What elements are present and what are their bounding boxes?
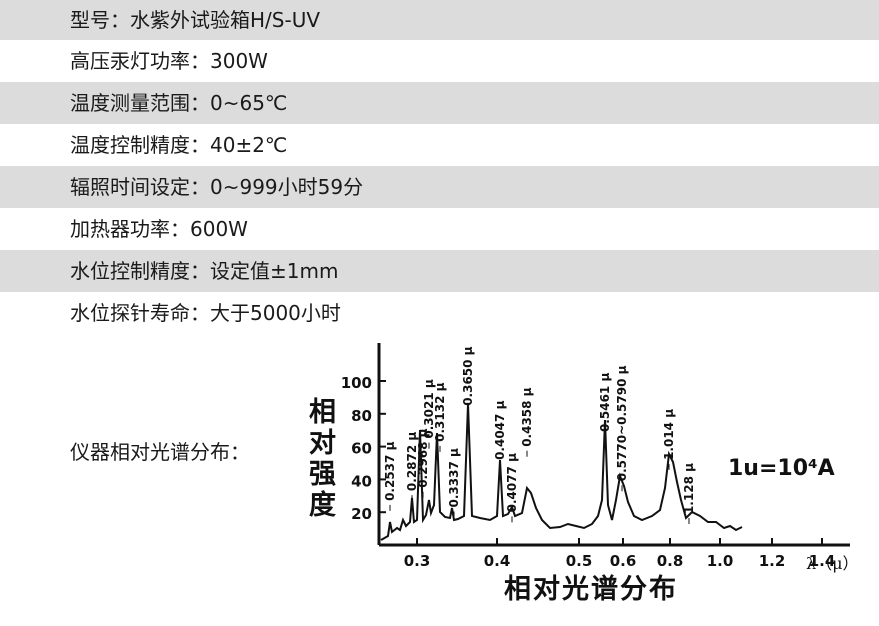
peak-label: 0.5770~0.5790 μ <box>615 365 629 481</box>
x-tick-label: 0.8 <box>657 552 684 570</box>
spec-row-temp-range: 温度测量范围：0~65℃ <box>0 82 879 124</box>
y-axis-title-char: 相 <box>309 397 336 428</box>
x-tick-label: 1.4 <box>809 552 836 570</box>
chart-title: 相对光谱分布 <box>504 573 678 605</box>
x-tick-label: 1.0 <box>707 552 734 570</box>
y-tick-label: 100 <box>341 374 372 392</box>
peak-label: 0.3650 μ <box>461 346 475 405</box>
spec-row-probe-life: 水位探针寿命：大于5000小时 <box>0 292 879 334</box>
unit-note: 1u=10⁴A <box>728 456 835 481</box>
peak-label: 0.3021 μ <box>422 379 436 438</box>
x-tick-label: 0.4 <box>484 552 511 570</box>
spec-label: 加热器功率： <box>70 217 190 241</box>
peak-label: 0.4047 μ <box>493 400 507 459</box>
spectrum-caption: 仪器相对光谱分布： <box>70 440 250 464</box>
spec-row-lamp-power: 高压汞灯功率：300W <box>0 40 879 82</box>
x-tick-label: 0.5 <box>566 552 593 570</box>
y-ticks: 20 40 60 80 100 <box>341 374 386 523</box>
x-axis-title: λ（μ） <box>806 554 859 573</box>
spec-label: 水位探针寿命： <box>70 301 210 325</box>
spec-label: 温度测量范围： <box>70 91 210 115</box>
y-axis-title-char: 度 <box>309 489 336 521</box>
spec-row-model: 型号：水紫外试验箱H/S-UV <box>0 0 879 40</box>
spec-list: 型号：水紫外试验箱H/S-UV 高压汞灯功率：300W 温度测量范围：0~65℃… <box>0 0 879 334</box>
spec-value: 设定值±1mm <box>210 259 339 283</box>
peak-label: 0.2968 μ <box>416 428 430 487</box>
spec-label: 水位控制精度： <box>70 259 210 283</box>
y-tick-label: 80 <box>351 407 372 425</box>
peak-label: 0.2872 μ <box>405 432 419 491</box>
spec-value: 600W <box>190 217 248 241</box>
x-tick-label: 0.3 <box>404 552 431 570</box>
spec-label: 型号： <box>70 8 130 32</box>
peak-label: 0.3132 μ <box>433 382 447 441</box>
spec-value: 大于5000小时 <box>210 301 341 325</box>
spec-label: 温度控制精度： <box>70 133 210 157</box>
spec-row-irradiation-time: 辐照时间设定：0~999小时59分 <box>0 166 879 208</box>
peak-label: 1.128 μ <box>682 463 696 514</box>
spec-value: 0~999小时59分 <box>210 175 364 199</box>
spec-row-heater-power: 加热器功率：600W <box>0 208 879 250</box>
spectrum-curve <box>380 403 743 541</box>
peak-label: 0.2537 μ <box>383 441 397 500</box>
y-tick-label: 40 <box>351 472 372 490</box>
peak-label: 0.3337 μ <box>447 448 461 507</box>
spec-label: 高压汞灯功率： <box>70 49 210 73</box>
y-tick-label: 60 <box>351 440 372 458</box>
spec-value: 300W <box>210 49 268 73</box>
x-tick-label: 0.6 <box>610 552 637 570</box>
peak-label: 0.4077 μ <box>505 453 519 512</box>
y-axis-title-char: 强 <box>309 459 336 490</box>
x-tick-label: 1.2 <box>759 552 786 570</box>
y-tick-label: 20 <box>351 505 372 523</box>
peak-labels: 0.2537 μ 0.2872 μ0.2968 μ0.3021 μ0.3132 μ… <box>383 346 696 525</box>
peak-label: 1.014 μ <box>662 409 676 460</box>
spec-value: 40±2℃ <box>210 133 288 157</box>
x-ticks: 0.3 0.4 0.5 0.6 0.8 1.0 1.2 1.4 <box>404 538 836 570</box>
spec-row-temp-accuracy: 温度控制精度：40±2℃ <box>0 124 879 166</box>
spec-value: 水紫外试验箱H/S-UV <box>130 8 321 32</box>
spec-label: 辐照时间设定： <box>70 175 210 199</box>
spec-row-water-level-accuracy: 水位控制精度：设定值±1mm <box>0 250 879 292</box>
peak-label: 0.5461 μ <box>598 373 612 432</box>
peak-label: 0.4358 μ <box>520 387 534 446</box>
spec-value: 0~65℃ <box>210 91 288 115</box>
y-axis-title-char: 对 <box>309 428 336 459</box>
